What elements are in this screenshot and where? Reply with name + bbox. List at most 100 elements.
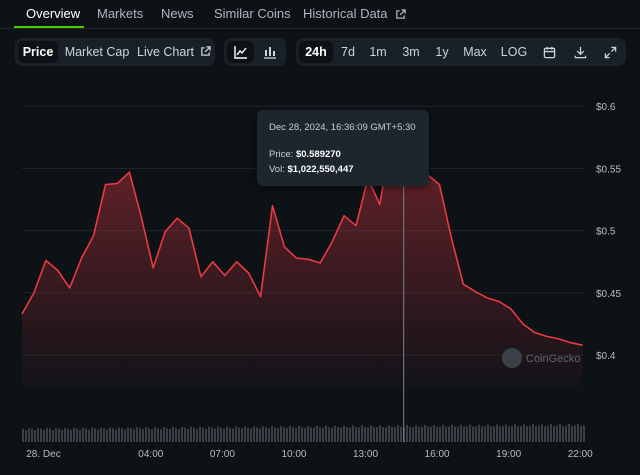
volume-bar: [100, 427, 102, 442]
range-7d-button[interactable]: 7d: [341, 45, 355, 59]
volume-bar: [22, 428, 24, 442]
price-view-button[interactable]: Price: [18, 41, 58, 63]
live-chart-button[interactable]: Live Chart: [137, 41, 212, 63]
volume-bar: [232, 428, 234, 442]
volume-bar: [523, 424, 525, 442]
volume-bar: [73, 427, 75, 442]
volume-bar: [166, 427, 168, 442]
volume-bar: [571, 425, 573, 442]
download-icon: [574, 46, 586, 59]
line-chart-icon: [233, 46, 247, 59]
calendar-button[interactable]: [536, 41, 562, 63]
volume-bar: [370, 425, 372, 442]
live-chart-label: Live Chart: [137, 45, 194, 59]
volume-bar: [46, 428, 48, 442]
volume-bar: [199, 426, 201, 442]
tab-historical-data[interactable]: Historical Data: [303, 6, 406, 21]
volume-bar: [355, 427, 357, 442]
volume-bar: [460, 424, 462, 442]
tooltip-price-value: $0.589270: [295, 149, 341, 160]
volume-bar: [49, 428, 51, 442]
volume-bar: [463, 426, 465, 442]
tab-news[interactable]: News: [161, 6, 194, 21]
volume-bar: [565, 425, 567, 442]
volume-bar: [547, 425, 549, 442]
volume-bar: [379, 425, 381, 442]
volume-bar: [343, 425, 345, 442]
volume-bar: [31, 428, 33, 442]
volume-bar: [307, 425, 309, 442]
tooltip-volume: Vol: $1,022,550,447: [269, 164, 354, 175]
volume-bar: [61, 429, 63, 442]
volume-bar: [568, 424, 570, 442]
x-tick-label: 16:00: [425, 449, 450, 460]
volume-bar: [562, 426, 564, 442]
price-chart[interactable]: $0.6 $0.55 $0.5 $0.45 $0.4 28. Dec 04:00 07:00…: [0, 80, 640, 475]
volume-bar: [217, 426, 219, 442]
range-max-button[interactable]: Max: [463, 45, 487, 59]
fullscreen-button[interactable]: [597, 41, 623, 63]
volume-bar: [517, 426, 519, 442]
volume-bar: [40, 428, 42, 442]
volume-bar: [496, 424, 498, 442]
market-cap-view-button[interactable]: Market Cap: [64, 45, 130, 59]
volume-bar: [88, 429, 90, 442]
volume-bar: [79, 429, 81, 442]
line-chart-button[interactable]: [227, 41, 254, 63]
volume-bar: [526, 426, 528, 442]
volume-bar: [421, 426, 423, 442]
volume-bar: [358, 427, 360, 442]
volume-bar: [487, 424, 489, 442]
tooltip-datetime: Dec 28, 2024, 16:36:09 GMT+5:30: [269, 122, 416, 133]
volume-bar: [349, 427, 351, 442]
volume-bar: [301, 427, 303, 442]
tab-overview[interactable]: Overview: [26, 6, 81, 21]
tab-markets[interactable]: Markets: [97, 6, 144, 21]
range-1y-button[interactable]: 1y: [435, 45, 449, 59]
top-tabs: Overview Markets News Similar Coins Hist…: [0, 0, 640, 29]
x-tick-label: 22:00: [568, 449, 593, 460]
external-link-icon: [201, 46, 212, 56]
log-scale-button[interactable]: LOG: [500, 45, 528, 59]
volume-bar: [514, 424, 516, 442]
range-1m-button[interactable]: 1m: [369, 45, 387, 59]
volume-bar: [142, 429, 144, 442]
coingecko-watermark: CoinGecko: [502, 348, 580, 368]
volume-bar: [505, 424, 507, 442]
volume-bar: [580, 425, 582, 442]
volume-bar: [202, 427, 204, 442]
volume-bar: [316, 425, 318, 442]
external-link-icon: [396, 9, 406, 19]
volume-bar: [52, 429, 54, 442]
volume-bar: [196, 428, 198, 442]
volume-bar: [274, 427, 276, 442]
volume-bar: [550, 424, 552, 442]
volume-bar: [430, 426, 432, 442]
volume-bar: [109, 427, 111, 442]
x-tick-label: 04:00: [138, 449, 163, 460]
y-tick-label: $0.4: [596, 351, 616, 362]
y-axis-labels: $0.6 $0.55 $0.5 $0.45 $0.4: [596, 102, 621, 362]
volume-bar: [127, 427, 129, 442]
volume-bar: [415, 425, 417, 442]
volume-bar: [148, 428, 150, 442]
volume-bar: [184, 427, 186, 442]
volume-bar: [58, 428, 60, 442]
volume-bar: [103, 428, 105, 442]
volume-bar: [133, 429, 135, 442]
volume-bar: [322, 427, 324, 442]
volume-bar: [289, 426, 291, 442]
range-24h-button[interactable]: 24h: [299, 41, 333, 63]
range-3m-button[interactable]: 3m: [402, 45, 420, 59]
volume-bar: [337, 427, 339, 442]
tab-historical-data-label: Historical Data: [303, 6, 388, 21]
volume-bar: [283, 427, 285, 442]
volume-bar: [139, 428, 141, 442]
volume-bar: [556, 425, 558, 442]
volume-bar: [433, 424, 435, 442]
download-button[interactable]: [567, 41, 593, 63]
volume-bar: [442, 424, 444, 442]
tab-similar-coins[interactable]: Similar Coins: [214, 6, 291, 21]
volume-bar: [214, 428, 216, 442]
candlestick-chart-button[interactable]: [256, 41, 283, 63]
